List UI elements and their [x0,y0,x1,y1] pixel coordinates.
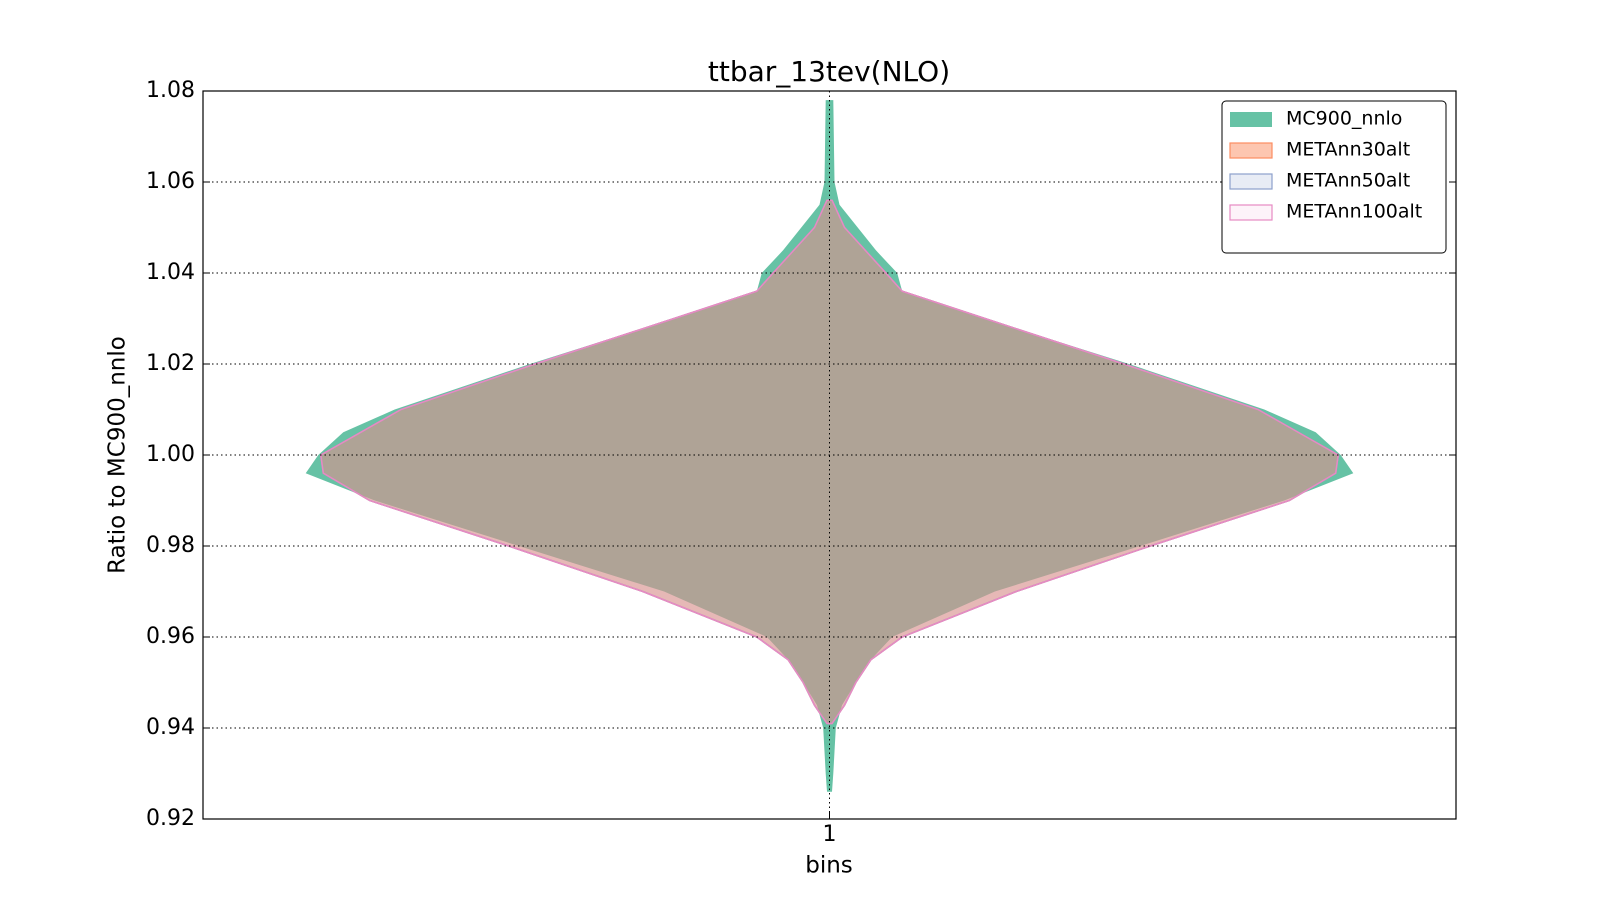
x-axis-label: bins [805,853,853,879]
legend-box [1221,100,1447,254]
legend-swatch [1229,142,1273,159]
legend-swatch [1229,204,1273,221]
y-tick-label: 1.00 [146,442,195,467]
plot-frame [202,90,1457,820]
legend-swatch [1229,173,1273,190]
legend-label: METAnn50alt [1286,170,1410,192]
y-tick-label: 0.92 [146,806,195,831]
y-tick-label: 1.06 [146,169,195,194]
y-tick-label: 1.04 [146,260,195,285]
legend-label: METAnn100alt [1286,201,1422,223]
chart-title: ttbar_13tev(NLO) [708,55,950,88]
y-tick-label: 1.08 [146,78,195,103]
y-tick-label: 0.94 [146,715,195,740]
violin [319,199,1340,725]
legend-label: MC900_nnlo [1286,108,1402,130]
legend-swatch [1230,112,1272,127]
y-tick-label: 0.98 [146,533,195,558]
y-axis-label: Ratio to MC900_nnlo [105,336,131,574]
x-tick-label: 1 [823,822,837,847]
y-tick-label: 1.02 [146,351,195,376]
legend-label: METAnn30alt [1286,139,1410,161]
y-tick-label: 0.96 [146,624,195,649]
